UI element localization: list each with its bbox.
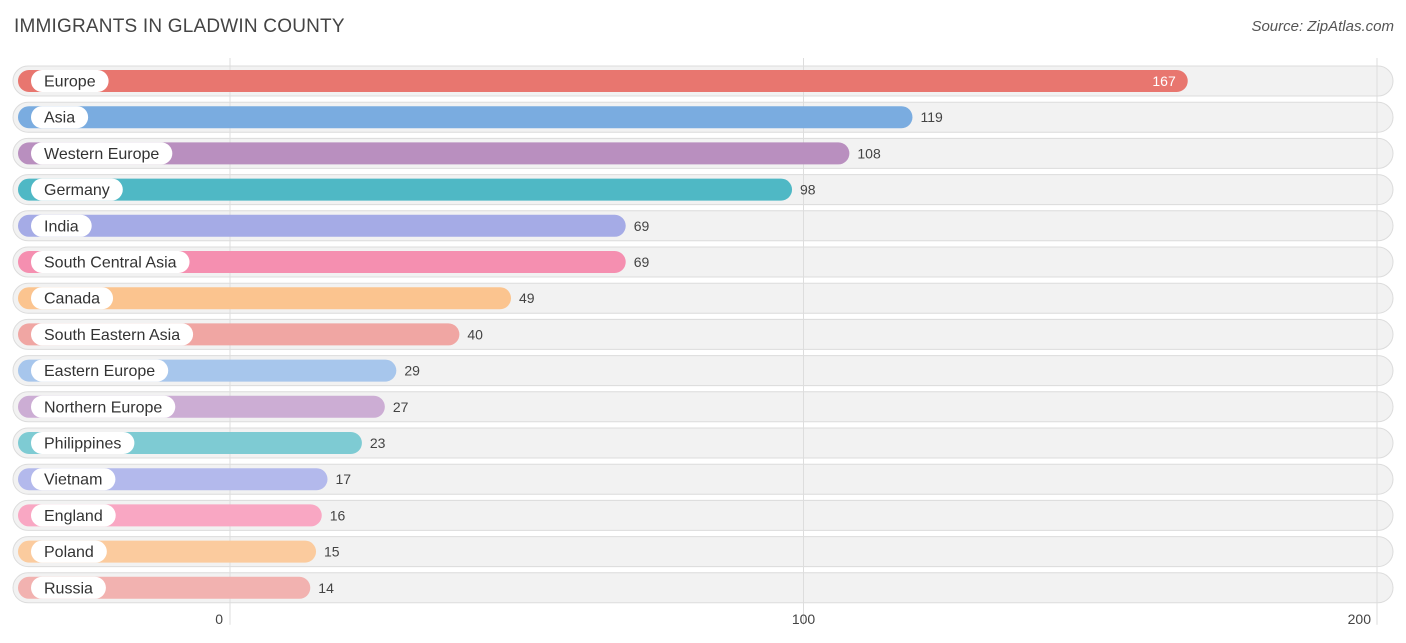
- category-label: South Central Asia: [44, 255, 177, 272]
- category-label-pill: [31, 323, 194, 346]
- category-label-pill: [31, 287, 114, 310]
- category-label-pill: [31, 178, 123, 201]
- category-label-pill: [31, 251, 190, 273]
- bar: [18, 142, 850, 165]
- value-label: 167: [1152, 73, 1176, 89]
- category-label: Russia: [44, 580, 93, 597]
- x-tick-label: 0: [215, 611, 223, 627]
- bar: [18, 287, 512, 310]
- value-label: 108: [857, 145, 881, 161]
- row-background: [12, 536, 1394, 568]
- category-label-pill: [31, 576, 106, 599]
- category-label: Eastern Europe: [44, 363, 155, 380]
- category-label: Asia: [44, 110, 75, 127]
- bar: [18, 214, 626, 237]
- x-tick-label: 100: [792, 611, 816, 627]
- category-label: India: [44, 218, 79, 235]
- value-label: 15: [324, 544, 340, 560]
- value-label: 69: [634, 254, 650, 270]
- category-label: South Eastern Asia: [44, 327, 180, 344]
- category-label: England: [44, 508, 103, 525]
- category-label-pill: [31, 142, 173, 165]
- row-background: [12, 463, 1394, 495]
- value-label: 16: [330, 507, 346, 523]
- value-label: 98: [800, 182, 816, 198]
- value-label: 27: [393, 399, 409, 415]
- value-label: 119: [920, 109, 943, 125]
- row-background: [12, 499, 1394, 531]
- value-label: 69: [634, 218, 650, 234]
- row-background: [12, 572, 1394, 604]
- value-label: 49: [519, 290, 535, 306]
- source-label: Source: ZipAtlas.com: [1251, 18, 1394, 35]
- value-label: 17: [335, 471, 351, 487]
- category-label: Philippines: [44, 436, 121, 453]
- bar: [18, 70, 1188, 92]
- category-label: Vietnam: [44, 472, 102, 489]
- category-label-pill: [31, 540, 107, 563]
- bar: [18, 178, 793, 201]
- category-label: Canada: [44, 291, 100, 308]
- category-label-pill: [31, 106, 89, 129]
- value-label: 14: [318, 580, 334, 596]
- category-label: Poland: [44, 544, 94, 561]
- category-label-pill: [31, 468, 116, 491]
- category-label-pill: [31, 432, 135, 454]
- category-label: Northern Europe: [44, 399, 162, 416]
- category-label-pill: [31, 504, 116, 527]
- category-label-pill: [31, 359, 169, 382]
- x-tick-label: 200: [1348, 611, 1372, 627]
- category-label: Western Europe: [44, 146, 159, 163]
- category-label: Europe: [44, 74, 96, 91]
- value-label: 29: [404, 363, 420, 379]
- category-label: Germany: [44, 182, 110, 199]
- bar: [18, 106, 913, 129]
- category-label-pill: [31, 214, 92, 237]
- value-label: 40: [467, 326, 483, 342]
- category-label-pill: [31, 70, 109, 92]
- value-label: 23: [370, 435, 386, 451]
- chart-title: IMMIGRANTS IN GLADWIN COUNTY: [14, 16, 345, 37]
- category-label-pill: [31, 395, 176, 418]
